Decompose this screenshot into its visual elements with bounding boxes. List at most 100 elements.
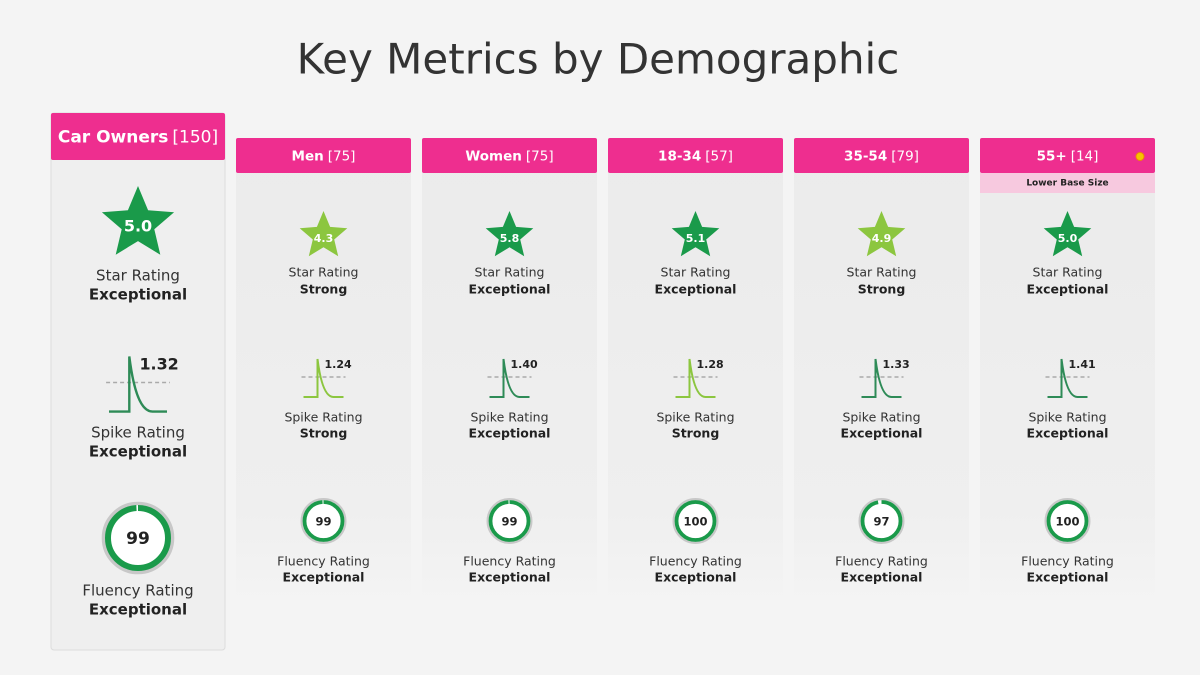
fluency-arc <box>674 500 717 542</box>
spike-value: 1.40 <box>511 358 538 371</box>
spike-label: Spike Rating <box>1028 410 1106 425</box>
fluency-label: Fluency Rating <box>835 554 928 569</box>
column-header-text: Men [75] <box>292 149 356 165</box>
spike-value: 1.24 <box>325 358 352 371</box>
spike-value: 1.32 <box>139 355 178 374</box>
star-label: Star Rating <box>475 265 545 280</box>
spike-icon <box>303 358 344 398</box>
star-label: Star Rating <box>96 267 180 285</box>
column-header-text: 55+ [14] <box>1037 149 1099 165</box>
fluency-rating: Exceptional <box>1027 570 1109 585</box>
spike-rating: Exceptional <box>89 443 187 461</box>
spike-rating: Exceptional <box>841 426 923 441</box>
star-label: Star Rating <box>1033 265 1103 280</box>
base-size: [14] <box>1071 149 1099 165</box>
spike-icon <box>861 358 902 398</box>
page-title: Key Metrics by Demographic <box>297 35 900 84</box>
fluency-arc <box>488 500 531 542</box>
spike-icon <box>489 358 530 398</box>
base-size: [75] <box>328 149 356 165</box>
column-header <box>980 138 1155 173</box>
fluency-rating: Exceptional <box>469 570 551 585</box>
segment-name: Men <box>292 149 324 165</box>
fluency-arc <box>302 500 345 542</box>
fluency-value: 99 <box>126 529 150 549</box>
star-value: 4.3 <box>314 232 334 245</box>
column-body <box>422 138 597 605</box>
spike-icon <box>1047 358 1088 398</box>
segment-name: Car Owners <box>58 128 169 148</box>
spike-label: Spike Rating <box>842 410 920 425</box>
column-body <box>794 138 969 605</box>
fluency-arc <box>105 505 171 571</box>
spike-icon <box>675 358 716 398</box>
fluency-arc <box>1046 500 1089 542</box>
fluency-ring-outer <box>300 498 347 544</box>
column-body <box>236 138 411 605</box>
column-body <box>608 138 783 605</box>
base-size: [57] <box>705 149 733 165</box>
segment-name: 18-34 <box>658 149 701 165</box>
column-header <box>794 138 969 173</box>
star-rating: Exceptional <box>1027 282 1109 297</box>
star-label: Star Rating <box>847 265 917 280</box>
fluency-label: Fluency Rating <box>649 554 742 569</box>
column-header-text: Car Owners [150] <box>58 128 218 148</box>
fluency-rating: Exceptional <box>655 570 737 585</box>
fluency-value: 99 <box>501 515 517 529</box>
star-value: 5.1 <box>686 232 706 245</box>
spike-label: Spike Rating <box>91 424 185 442</box>
star-rating: Exceptional <box>655 282 737 297</box>
fluency-ring-outer <box>101 501 175 575</box>
column-header-text: 35-54 [79] <box>844 149 919 165</box>
fluency-ring-outer <box>486 498 533 544</box>
fluency-rating: Exceptional <box>89 601 187 619</box>
segment-name: 35-54 <box>844 149 887 165</box>
star-rating: Strong <box>300 282 348 297</box>
fluency-rating: Exceptional <box>283 570 365 585</box>
star-rating: Strong <box>858 282 906 297</box>
spike-value: 1.41 <box>1069 358 1096 371</box>
star-icon <box>671 211 720 257</box>
column-body <box>980 138 1155 605</box>
column-header <box>422 138 597 173</box>
star-icon <box>1043 211 1092 257</box>
spike-value: 1.33 <box>883 358 910 371</box>
star-icon <box>857 211 906 257</box>
fluency-label: Fluency Rating <box>463 554 556 569</box>
column-header <box>51 113 225 160</box>
spike-label: Spike Rating <box>284 410 362 425</box>
fluency-label: Fluency Rating <box>277 554 370 569</box>
star-rating: Exceptional <box>469 282 551 297</box>
spike-icon <box>109 356 167 413</box>
fluency-arc <box>860 500 903 542</box>
column-header <box>236 138 411 173</box>
star-icon <box>299 211 348 257</box>
spike-label: Spike Rating <box>656 410 734 425</box>
star-value: 5.0 <box>1058 232 1078 245</box>
warning-dot <box>1135 152 1145 161</box>
segment-name: 55+ <box>1037 149 1067 165</box>
fluency-value: 100 <box>683 515 707 529</box>
spike-rating: Strong <box>672 426 720 441</box>
star-value: 4.9 <box>872 232 892 245</box>
spike-rating: Exceptional <box>469 426 551 441</box>
fluency-ring-outer <box>1044 498 1091 544</box>
star-icon <box>101 186 175 255</box>
fluency-value: 99 <box>315 515 331 529</box>
fluency-ring-outer <box>858 498 905 544</box>
segment-name: Women <box>465 149 522 165</box>
spike-rating: Strong <box>300 426 348 441</box>
spike-rating: Exceptional <box>1027 426 1109 441</box>
star-icon <box>485 211 534 257</box>
fluency-ring-outer <box>672 498 719 544</box>
base-size: [79] <box>891 149 919 165</box>
column-header-text: Women [75] <box>465 149 553 165</box>
fluency-value: 100 <box>1055 515 1079 529</box>
star-rating: Exceptional <box>89 286 187 304</box>
spike-value: 1.28 <box>697 358 724 371</box>
fluency-label: Fluency Rating <box>1021 554 1114 569</box>
column-header <box>608 138 783 173</box>
